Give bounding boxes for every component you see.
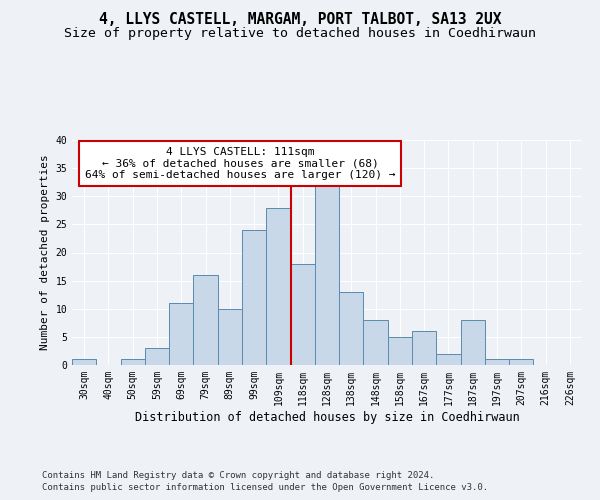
Bar	[290, 264, 315, 365]
Text: Contains public sector information licensed under the Open Government Licence v3: Contains public sector information licen…	[42, 484, 488, 492]
Text: Size of property relative to detached houses in Coedhirwaun: Size of property relative to detached ho…	[64, 28, 536, 40]
Bar	[339, 292, 364, 365]
Bar	[436, 354, 461, 365]
Bar	[218, 308, 242, 365]
Bar	[266, 208, 290, 365]
Bar	[72, 360, 96, 365]
Text: 4, LLYS CASTELL, MARGAM, PORT TALBOT, SA13 2UX: 4, LLYS CASTELL, MARGAM, PORT TALBOT, SA…	[99, 12, 501, 28]
Bar	[145, 348, 169, 365]
Bar	[461, 320, 485, 365]
Bar	[412, 331, 436, 365]
Bar	[509, 360, 533, 365]
Bar	[388, 337, 412, 365]
Bar	[315, 185, 339, 365]
Y-axis label: Number of detached properties: Number of detached properties	[40, 154, 50, 350]
Bar	[121, 360, 145, 365]
X-axis label: Distribution of detached houses by size in Coedhirwaun: Distribution of detached houses by size …	[134, 410, 520, 424]
Bar	[485, 360, 509, 365]
Bar	[169, 303, 193, 365]
Bar	[193, 275, 218, 365]
Bar	[242, 230, 266, 365]
Text: 4 LLYS CASTELL: 111sqm
← 36% of detached houses are smaller (68)
64% of semi-det: 4 LLYS CASTELL: 111sqm ← 36% of detached…	[85, 147, 395, 180]
Text: Contains HM Land Registry data © Crown copyright and database right 2024.: Contains HM Land Registry data © Crown c…	[42, 471, 434, 480]
Bar	[364, 320, 388, 365]
